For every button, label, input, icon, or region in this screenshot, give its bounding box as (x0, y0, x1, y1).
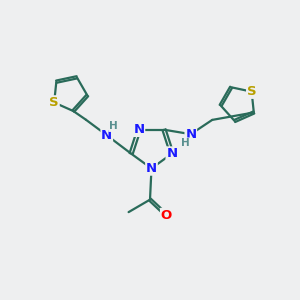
Text: H: H (109, 121, 118, 131)
Text: S: S (247, 85, 256, 98)
Text: N: N (146, 162, 157, 175)
Text: S: S (50, 96, 59, 109)
Text: O: O (161, 208, 172, 222)
Text: N: N (166, 147, 177, 160)
Text: N: N (133, 123, 145, 136)
Text: H: H (181, 138, 190, 148)
Text: N: N (185, 128, 197, 141)
Text: N: N (101, 129, 112, 142)
